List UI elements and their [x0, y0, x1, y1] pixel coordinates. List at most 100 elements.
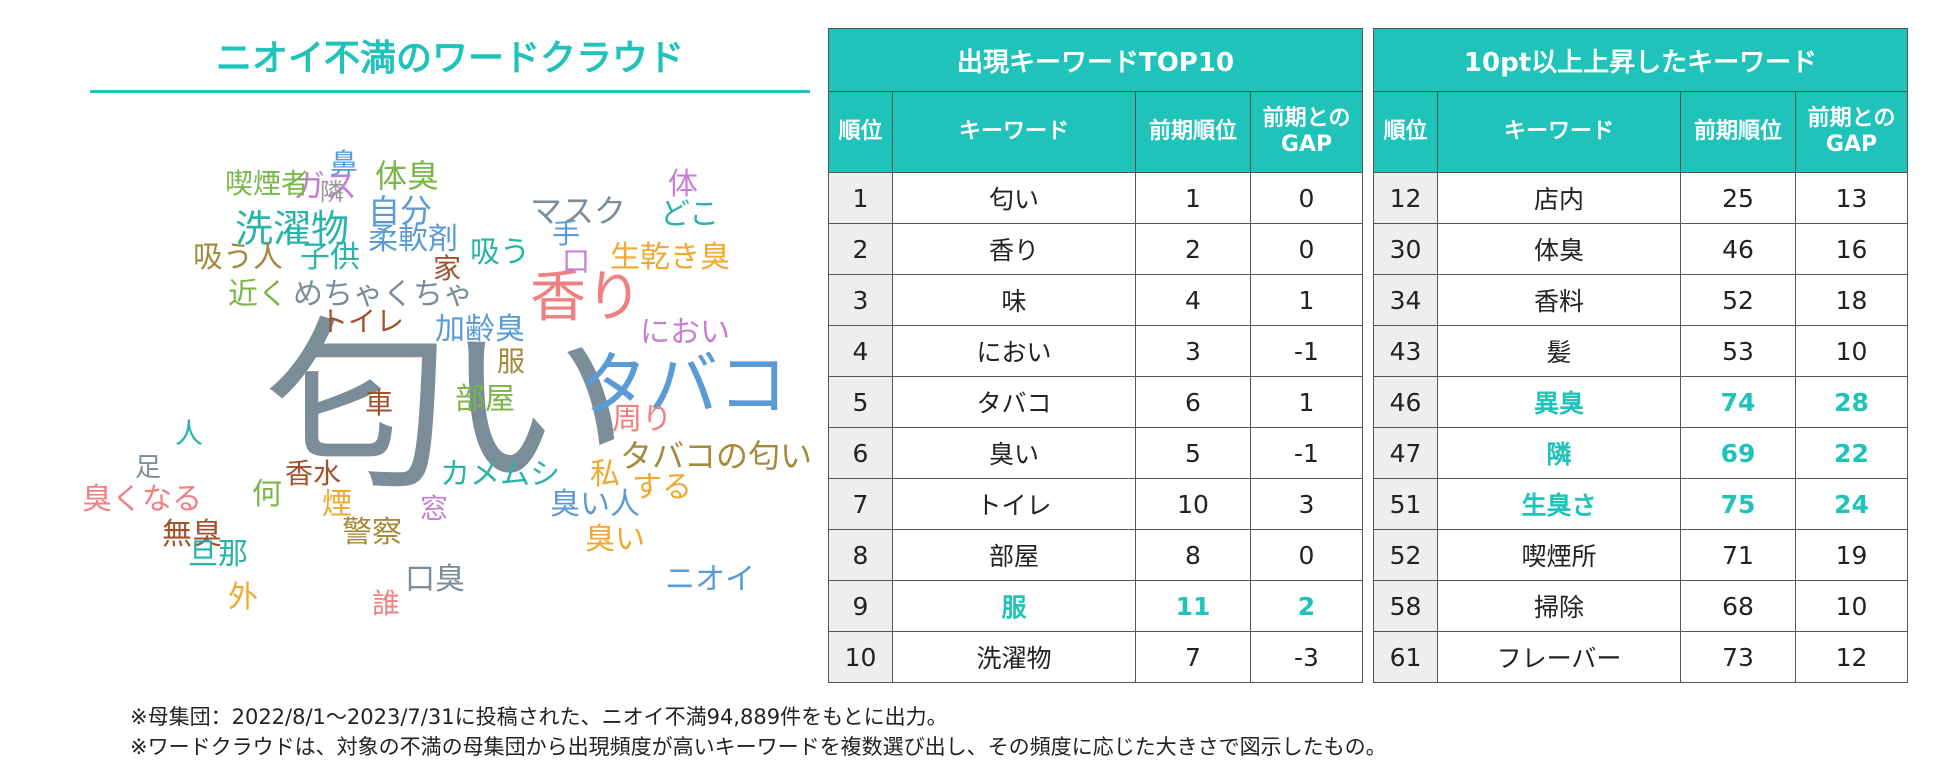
rank-cell: 9	[828, 580, 893, 632]
keyword-cell: 髪	[1437, 325, 1681, 377]
cloud-word: 口	[562, 245, 591, 278]
prev-rank-cell: 2	[1135, 223, 1251, 275]
cloud-word: ニオイ	[665, 562, 755, 597]
gap-cell: 0	[1249, 172, 1364, 224]
cloud-word: 窓	[420, 492, 449, 525]
rising-table-body: 12 店内 25 13 30 体臭 46 16 34 香料 52 18 43 髪 53 10 46 異臭 74 28 4…	[1373, 172, 1909, 683]
table-row: 61 フレーバー 73 12	[1373, 631, 1909, 683]
cloud-word: 鼻	[330, 147, 359, 180]
cloud-word: トイレ	[320, 305, 405, 338]
prev-rank-cell: 69	[1680, 427, 1796, 479]
rank-cell: 30	[1373, 223, 1438, 275]
prev-rank-cell: 68	[1680, 580, 1796, 632]
gap-cell: 12	[1794, 631, 1909, 683]
cloud-word: 私	[590, 457, 620, 492]
cloud-word: 香り	[530, 265, 642, 330]
cloud-word: 体	[668, 167, 698, 202]
table-row: 10 洗濯物 7 -3	[828, 631, 1364, 683]
table-row: 30 体臭 46 16	[1373, 223, 1909, 275]
cloud-word: 柔軟剤	[368, 222, 458, 257]
keyword-cell: 生臭さ	[1437, 478, 1681, 530]
header-rank: 順位	[828, 91, 893, 173]
cloud-word: 服	[497, 345, 526, 378]
table-row: 43 髪 53 10	[1373, 325, 1909, 377]
rising-keywords-table: 10pt以上上昇したキーワード 順位 キーワード 前期順位 前期との GAP 12…	[1372, 28, 1909, 683]
cloud-word: マスク	[530, 192, 627, 230]
gap-cell: 2	[1249, 580, 1364, 632]
keyword-cell: におい	[892, 325, 1136, 377]
table-row: 9 服 11 2	[828, 580, 1364, 632]
cloud-word: 体臭	[375, 157, 440, 195]
gap-cell: -1	[1249, 427, 1364, 479]
cloud-word: 煙	[322, 487, 352, 522]
rank-cell: 52	[1373, 529, 1438, 581]
cloud-word: 足	[135, 453, 162, 483]
keyword-cell: 匂い	[892, 172, 1136, 224]
table-row: 8 部屋 8 0	[828, 529, 1364, 581]
gap-cell: -1	[1249, 325, 1364, 377]
keyword-cell: 異臭	[1437, 376, 1681, 428]
cloud-word: どこ	[660, 197, 720, 232]
keyword-cell: 洗濯物	[892, 631, 1136, 683]
cloud-word: 何	[252, 477, 282, 512]
prev-rank-cell: 52	[1680, 274, 1796, 326]
cloud-word: 周り	[612, 402, 672, 437]
cloud-word: カメムシ	[440, 457, 560, 492]
cloud-word: タバコ	[578, 344, 788, 426]
cloud-word: 匂い	[265, 299, 629, 515]
cloud-word: 臭い	[585, 522, 645, 557]
prev-rank-cell: 4	[1135, 274, 1251, 326]
prev-rank-cell: 25	[1680, 172, 1796, 224]
cloud-word: 車	[365, 387, 394, 420]
rank-cell: 47	[1373, 427, 1438, 479]
header-keyword: キーワード	[1437, 91, 1681, 173]
gap-cell: 24	[1794, 478, 1909, 530]
rank-cell: 2	[828, 223, 893, 275]
prev-rank-cell: 1	[1135, 172, 1251, 224]
table-row: 52 喫煙所 71 19	[1373, 529, 1909, 581]
cloud-word: 吸う	[470, 235, 530, 270]
gap-cell: 22	[1794, 427, 1909, 479]
header-gap: 前期との GAP	[1249, 91, 1364, 173]
cloud-word: する	[632, 470, 692, 505]
gap-cell: 1	[1249, 376, 1364, 428]
top10-table-body: 1 匂い 1 0 2 香り 2 0 3 味 4 1 4 におい 3 -1 5 タバコ 6 1 6 臭い 5 -1 7 トイレ 10 3…	[828, 172, 1364, 683]
cloud-word: 臭くなる	[82, 482, 202, 517]
cloud-word: 近く	[228, 277, 288, 312]
rank-cell: 10	[828, 631, 893, 683]
cloud-word: 臭い人	[550, 487, 640, 522]
table-row: 6 臭い 5 -1	[828, 427, 1364, 479]
cloud-word: ガス	[293, 167, 358, 205]
cloud-word: 隣	[320, 178, 344, 206]
table-row: 4 におい 3 -1	[828, 325, 1364, 377]
gap-cell: 13	[1794, 172, 1909, 224]
prev-rank-cell: 10	[1135, 478, 1251, 530]
keyword-cell: 掃除	[1437, 580, 1681, 632]
keyword-cell: 香り	[892, 223, 1136, 275]
gap-cell: 10	[1794, 580, 1909, 632]
table-row: 51 生臭さ 75 24	[1373, 478, 1909, 530]
footnotes: ※母集団：2022/8/1～2023/7/31に投稿された、ニオイ不満94,88…	[130, 702, 1387, 762]
prev-rank-cell: 7	[1135, 631, 1251, 683]
wordcloud-title-underline	[90, 90, 810, 93]
gap-cell: 19	[1794, 529, 1909, 581]
keyword-cell: タバコ	[892, 376, 1136, 428]
gap-cell: 3	[1249, 478, 1364, 530]
rank-cell: 12	[1373, 172, 1438, 224]
prev-rank-cell: 6	[1135, 376, 1251, 428]
cloud-word: におい	[640, 315, 730, 350]
keyword-cell: 服	[892, 580, 1136, 632]
prev-rank-cell: 71	[1680, 529, 1796, 581]
prev-rank-cell: 46	[1680, 223, 1796, 275]
gap-cell: 0	[1249, 529, 1364, 581]
gap-cell: 0	[1249, 223, 1364, 275]
table-row: 12 店内 25 13	[1373, 172, 1909, 224]
gap-cell: -3	[1249, 631, 1364, 683]
prev-rank-cell: 8	[1135, 529, 1251, 581]
rank-cell: 3	[828, 274, 893, 326]
table-row: 1 匂い 1 0	[828, 172, 1364, 224]
table-row: 58 掃除 68 10	[1373, 580, 1909, 632]
rank-cell: 43	[1373, 325, 1438, 377]
rank-cell: 1	[828, 172, 893, 224]
